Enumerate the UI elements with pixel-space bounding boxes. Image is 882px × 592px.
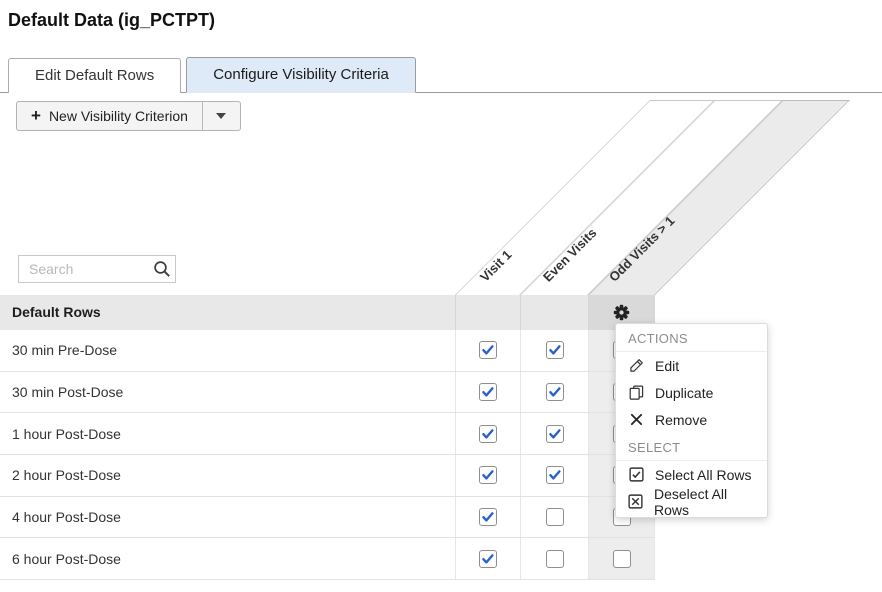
menu-item-label: Edit: [655, 357, 680, 374]
row-visibility-checkbox[interactable]: [545, 424, 564, 443]
row-visibility-checkbox[interactable]: [479, 382, 497, 401]
menu-group-label: SELECT: [616, 433, 767, 461]
new-visibility-criterion-button[interactable]: + New Visibility Criterion: [17, 102, 203, 130]
row-label: 30 min Pre-Dose: [12, 342, 118, 359]
search-box: [18, 255, 176, 283]
header-cell-visit-1: [455, 295, 520, 330]
search-icon[interactable]: [149, 260, 175, 278]
new-visibility-criterion-split-button: + New Visibility Criterion: [16, 101, 241, 131]
table-header-row: Default Rows: [0, 295, 655, 330]
chevron-down-icon: [216, 113, 227, 119]
row-label: 2 hour Post-Dose: [12, 467, 121, 484]
search-input[interactable]: [19, 261, 149, 277]
checkbox-cell: [455, 330, 520, 371]
row-visibility-checkbox[interactable]: [545, 549, 564, 568]
row-label: 6 hour Post-Dose: [12, 550, 121, 567]
row-visibility-checkbox[interactable]: [479, 549, 497, 568]
row-visibility-checkbox[interactable]: [612, 549, 631, 568]
menu-item-select-all-rows[interactable]: Select All Rows: [616, 461, 767, 488]
row-label: 30 min Post-Dose: [12, 383, 124, 400]
new-criterion-dropdown-button[interactable]: [203, 102, 240, 130]
header-cell-even-visits: [520, 295, 588, 330]
row-visibility-checkbox[interactable]: [479, 507, 497, 526]
table-row: 30 min Post-Dose: [0, 371, 655, 414]
tab-bar: Edit Default Rows Configure Visibility C…: [0, 57, 882, 93]
table-row: 1 hour Post-Dose: [0, 413, 655, 455]
menu-item-duplicate[interactable]: Duplicate: [616, 379, 767, 406]
menu-item-label: Duplicate: [655, 384, 714, 401]
menu-item-edit[interactable]: Edit: [616, 352, 767, 379]
menu-item-label: Remove: [655, 411, 708, 428]
row-visibility-checkbox[interactable]: [479, 466, 497, 485]
x-icon: [628, 413, 644, 426]
new-visibility-criterion-label: New Visibility Criterion: [48, 108, 188, 124]
row-visibility-checkbox[interactable]: [479, 424, 497, 443]
menu-item-deselect-all-rows[interactable]: Deselect All Rows: [616, 485, 767, 518]
checkbox-cell: [455, 371, 520, 413]
checkbox-crossed-icon: [628, 494, 643, 509]
checkbox-cell: [520, 538, 588, 579]
checkbox-cell: [455, 538, 520, 579]
plus-icon: +: [31, 106, 41, 125]
row-visibility-checkbox[interactable]: [545, 341, 564, 360]
checkbox-cell: [520, 454, 588, 496]
tab-edit-default-rows[interactable]: Edit Default Rows: [8, 58, 182, 93]
checkbox-cell: [455, 454, 520, 496]
gear-icon[interactable]: [611, 302, 633, 324]
table-row: 4 hour Post-Dose: [0, 496, 655, 539]
tab-configure-visibility-criteria[interactable]: Configure Visibility Criteria: [186, 57, 416, 93]
menu-item-label: Select All Rows: [655, 466, 752, 483]
column-actions-menu: ACTIONS Edit Duplicate Remove SELECT Select A…: [615, 323, 768, 518]
row-visibility-checkbox[interactable]: [545, 507, 564, 526]
row-label: 1 hour Post-Dose: [12, 425, 121, 442]
checkbox-cell: [520, 371, 588, 413]
checkbox-cell: [520, 496, 588, 538]
checkbox-cell: [520, 330, 588, 371]
menu-group-label: ACTIONS: [616, 324, 767, 352]
pencil-icon: [628, 358, 644, 373]
checkbox-cell: [520, 413, 588, 454]
menu-item-label: Deselect All Rows: [654, 485, 728, 518]
checkbox-cell: [455, 496, 520, 538]
row-label: 4 hour Post-Dose: [12, 508, 121, 525]
checkbox-cell: [588, 538, 655, 579]
duplicate-icon: [628, 385, 644, 400]
table-row: 6 hour Post-Dose: [0, 538, 655, 580]
row-visibility-checkbox[interactable]: [545, 382, 564, 401]
page-title: Default Data (ig_PCTPT): [8, 10, 216, 30]
table-header-label: Default Rows: [12, 304, 101, 320]
row-visibility-checkbox[interactable]: [479, 341, 497, 360]
table-row: 2 hour Post-Dose: [0, 454, 655, 497]
table-row: 30 min Pre-Dose: [0, 330, 655, 372]
menu-item-remove[interactable]: Remove: [616, 406, 767, 433]
row-visibility-checkbox[interactable]: [545, 466, 564, 485]
table-body: 30 min Pre-Dose 30 min Post-Dose 1 hour Po…: [0, 330, 655, 580]
checkbox-checked-icon: [628, 467, 644, 482]
checkbox-cell: [455, 413, 520, 454]
default-rows-table: Default Rows: [0, 295, 655, 580]
